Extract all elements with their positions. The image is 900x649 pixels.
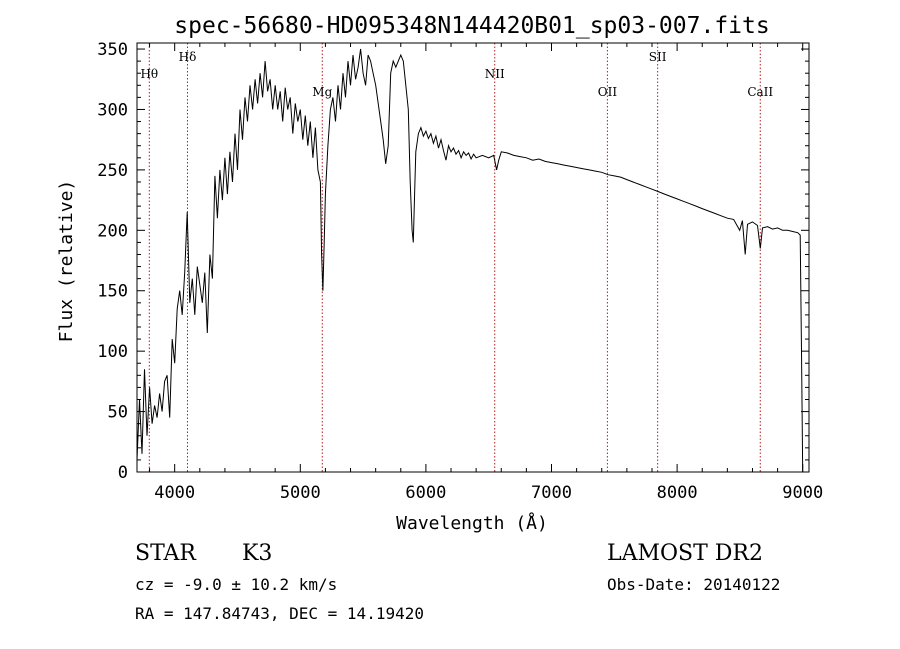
velocity-readout: cz = -9.0 ± 10.2 km/s [135,575,337,594]
x-axis-label: Wavelength (Å) [396,512,548,534]
line-marker-label: OII [598,85,618,99]
object-class: STAR [135,541,197,566]
y-axis: 0 50 100 150 200 250 300 350 [97,40,809,483]
x-tick-label: 9000 [782,483,823,503]
line-markers: Hθ Hδ Mg NII OII SII CaII [140,43,773,472]
y-tick-label: 150 [97,282,128,302]
y-axis-label: Flux (relative) [56,180,77,343]
x-tick-label: 8000 [657,483,698,503]
y-tick-label: 200 [97,221,128,241]
observation-date: Obs-Date: 20140122 [607,575,780,594]
line-marker-label: NII [485,67,505,81]
object-subclass: K3 [242,541,272,566]
x-tick-label: 7000 [531,483,572,503]
plot-frame [136,42,810,473]
line-marker-label: SII [649,50,667,64]
x-tick-label: 4000 [154,483,195,503]
line-marker-label: Mg [312,85,332,99]
y-tick-label: 250 [97,161,128,181]
y-tick-label: 300 [97,100,128,120]
spectrum-line [136,48,804,473]
line-marker-label: Hθ [140,67,158,81]
x-axis: 4000 5000 6000 7000 8000 9000 [149,43,823,503]
y-tick-label: 100 [97,342,128,362]
x-tick-label: 6000 [405,483,446,503]
survey-name: LAMOST DR2 [607,541,763,566]
line-marker-label: CaII [747,85,773,99]
coordinates: RA = 147.84743, DEC = 14.19420 [135,604,424,623]
y-tick-label: 50 [108,403,128,423]
y-tick-label: 350 [97,40,128,60]
x-tick-label: 5000 [280,483,321,503]
line-marker-label: Hδ [179,50,197,64]
chart-title: spec-56680-HD095348N144420B01_sp03-007.f… [174,13,769,39]
y-tick-label: 0 [118,463,128,483]
